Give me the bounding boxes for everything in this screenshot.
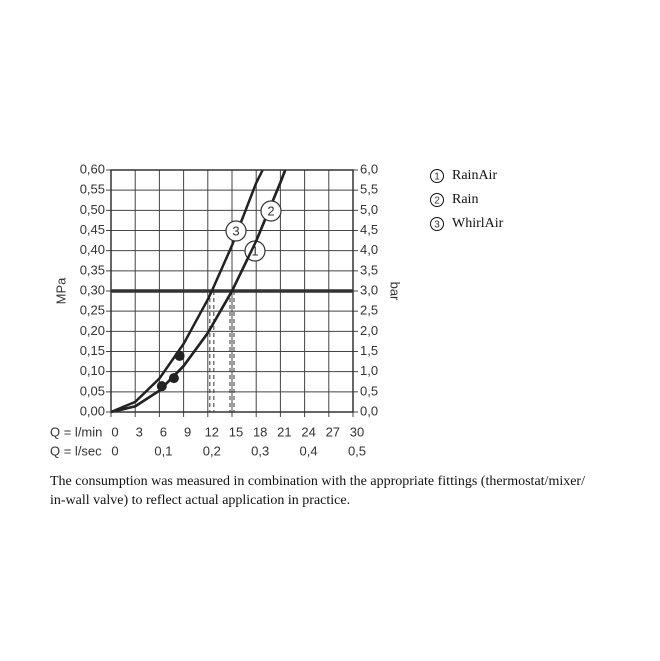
curve (110, 169, 264, 414)
y-tick-label: 0,05 (80, 383, 105, 398)
y2-tick-label: 1,5 (360, 343, 378, 358)
x-tick-label: 24 (301, 424, 315, 439)
y2-tick-label: 6,0 (360, 161, 378, 176)
y2-tick-label: 0,5 (360, 383, 378, 398)
x-tick-label: 27 (326, 424, 340, 439)
y2-tick-label: 0,0 (360, 403, 378, 418)
y-tick-label: 0,30 (80, 282, 105, 297)
legend-number: 2 (434, 196, 440, 207)
y2-tick-label: 3,0 (360, 282, 378, 297)
y2-tick-label: 4,0 (360, 242, 378, 257)
curve-label: 2 (267, 203, 274, 218)
point (168, 373, 179, 384)
legend-circle (430, 169, 444, 183)
y2-tick-label: 5,0 (360, 202, 378, 217)
x-tick-label: 18 (253, 424, 267, 439)
y-tick-label: 0,10 (80, 363, 105, 378)
footnote: The consumption was measured in combinat… (50, 474, 585, 489)
curve-label: 1 (251, 243, 258, 258)
y-tick-label: 0,25 (80, 303, 105, 318)
y2-tick-label: 2,5 (360, 303, 378, 318)
curve-label: 3 (232, 223, 239, 238)
x2-tick-label: 0 (111, 443, 118, 458)
x-tick-label: 0 (111, 424, 118, 439)
x2-tick-label: 0,5 (348, 443, 366, 458)
y2-tick-label: 4,5 (360, 222, 378, 237)
y2-axis-title: bar (388, 282, 403, 301)
x-tick-label: 12 (205, 424, 219, 439)
curve-label-circle (225, 220, 247, 242)
legend-label: Rain (452, 192, 478, 207)
y2-tick-label: 1,0 (360, 363, 378, 378)
y-tick-label: 0,45 (80, 222, 105, 237)
y-tick-label: 0,35 (80, 262, 105, 277)
y-tick-label: 0,40 (80, 242, 105, 257)
y-tick-label: 0,00 (80, 403, 105, 418)
legend-number: 1 (434, 172, 440, 183)
x2-axis-title: Q = l/sec (50, 443, 102, 458)
x-axis-title: Q = l/min (50, 424, 102, 439)
legend-circle (430, 193, 444, 207)
y-axis-title: MPa (53, 277, 68, 305)
legend-circle (430, 217, 444, 231)
y-tick-label: 0,60 (80, 161, 105, 176)
plot-frame (110, 169, 354, 413)
y2-tick-label: 2,0 (360, 323, 378, 338)
y2-tick-label: 5,5 (360, 182, 378, 197)
legend-label: WhirlAir (452, 216, 504, 231)
x2-tick-label: 0,4 (300, 443, 318, 458)
x-tick-label: 21 (277, 424, 291, 439)
y-tick-label: 0,15 (80, 343, 105, 358)
x-tick-label: 30 (350, 424, 364, 439)
y-tick-label: 0,50 (80, 202, 105, 217)
x2-tick-label: 0,1 (154, 443, 172, 458)
legend-label: RainAir (452, 168, 497, 183)
x-tick-label: 9 (184, 424, 191, 439)
x-tick-label: 3 (136, 424, 143, 439)
x-tick-label: 15 (229, 424, 243, 439)
x-tick-label: 6 (160, 424, 167, 439)
y-tick-label: 0,55 (80, 182, 105, 197)
curve-label-circle (260, 200, 282, 222)
point (174, 350, 185, 361)
y-tick-label: 0,20 (80, 323, 105, 338)
y2-tick-label: 3,5 (360, 262, 378, 277)
point (156, 381, 167, 392)
legend-number: 3 (434, 220, 440, 231)
x2-tick-label: 0,3 (251, 443, 269, 458)
x2-tick-label: 0,2 (203, 443, 221, 458)
footnote: in-wall valve) to reflect actual applica… (50, 493, 350, 508)
